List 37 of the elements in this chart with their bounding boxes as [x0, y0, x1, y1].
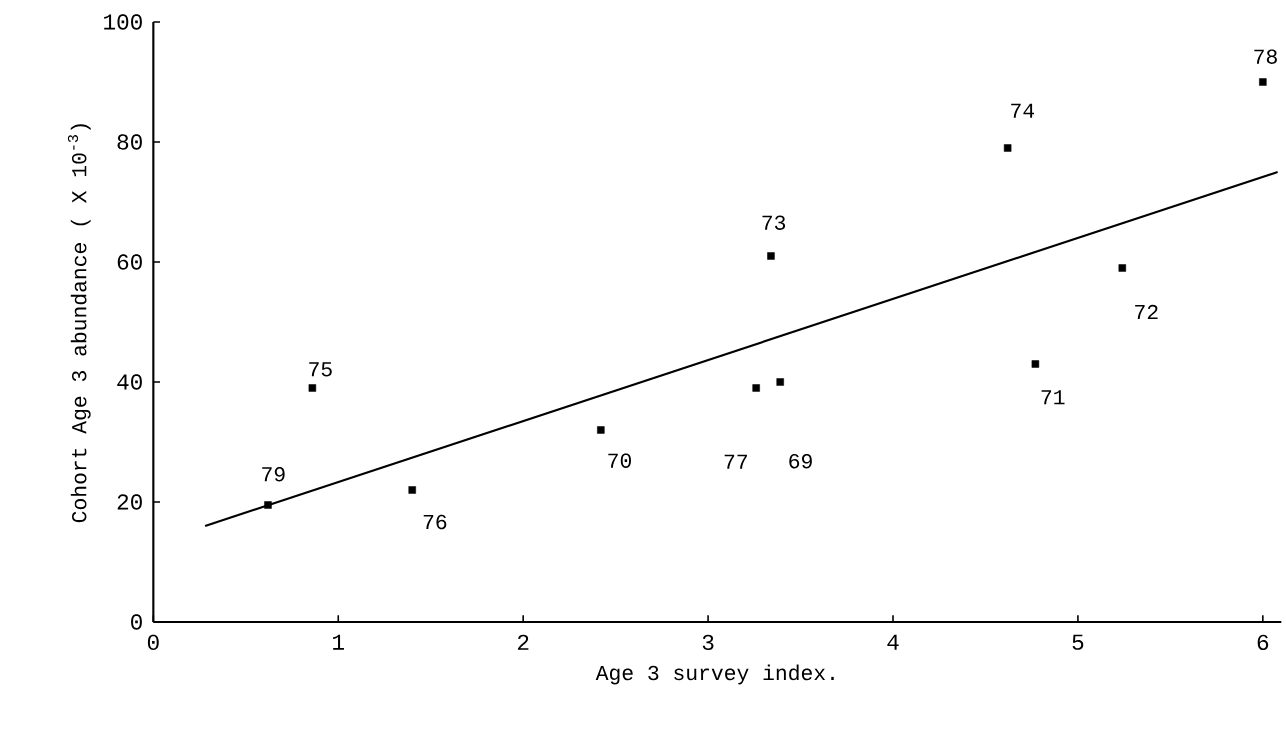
x-tick-label: 4: [887, 634, 899, 650]
point: [1259, 78, 1267, 86]
annotation: 70: [608, 453, 631, 468]
x-axis-title: Age 3 survey index.: [595, 664, 834, 685]
annotation: 73: [762, 215, 786, 230]
y-tick-label: 60: [117, 254, 142, 270]
point: [1031, 360, 1040, 368]
annotation: 75: [309, 362, 332, 377]
x-tick-label: 3: [702, 634, 714, 651]
annotation: 78: [1254, 49, 1277, 64]
annotation: 69: [789, 453, 812, 469]
point: [264, 501, 272, 509]
point: [1118, 264, 1127, 272]
point: [776, 378, 784, 386]
x-tick-label: 6: [1257, 634, 1269, 651]
point: [597, 426, 605, 434]
y-tick-label: 40: [117, 374, 142, 390]
annotation: 76: [423, 514, 447, 530]
y-tick-label: 100: [104, 14, 142, 30]
annotation: 74: [1011, 103, 1035, 118]
x-tick-label: 0: [147, 634, 159, 651]
point: [308, 384, 317, 392]
x-tick-label: 5: [1072, 634, 1084, 650]
point: [752, 384, 760, 392]
annotation: 72: [1135, 304, 1158, 320]
x-tick-label: 1: [333, 634, 344, 650]
y-tick-label: 20: [117, 494, 142, 510]
point: [1003, 144, 1012, 152]
annotation: 77: [724, 454, 747, 469]
y-axis-title: Cohort Age 3 abundance ( X 10$^{-3}$): [67, 124, 91, 523]
y-tick-label: 0: [131, 614, 142, 630]
annotation: 79: [262, 467, 285, 482]
x-tick-label: 2: [517, 634, 529, 650]
y-tick-label: 80: [117, 134, 142, 150]
point: [408, 486, 416, 494]
annotation: 71: [1041, 390, 1065, 405]
point: [767, 252, 775, 260]
